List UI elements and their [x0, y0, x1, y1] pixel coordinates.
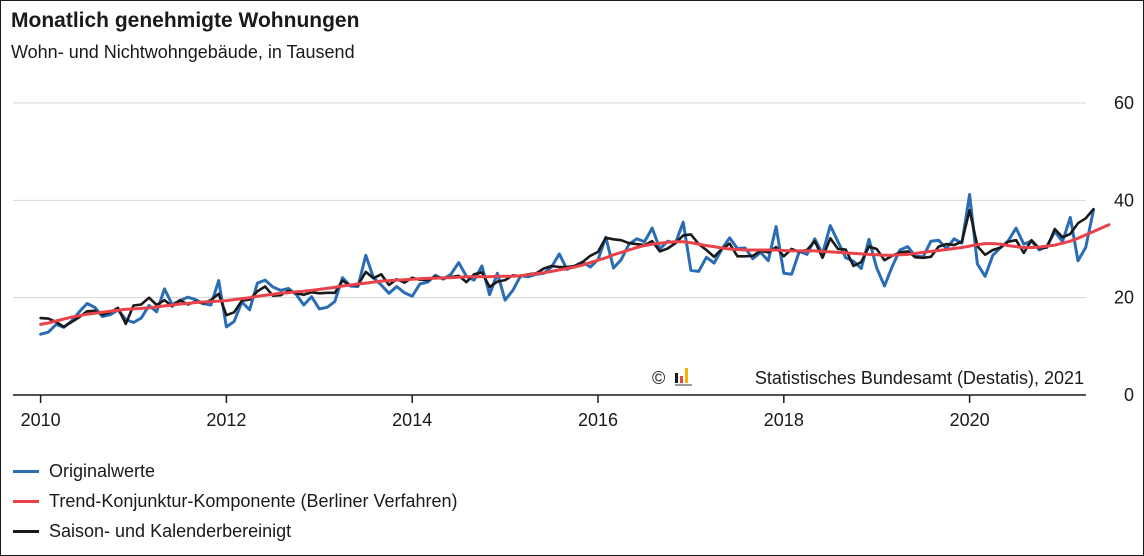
legend-item-adjusted: Saison- und Kalenderbereinigt — [13, 516, 458, 546]
legend: Originalwerte Trend-Konjunktur-Komponent… — [13, 456, 458, 546]
y-tick-label: 0 — [1124, 385, 1134, 405]
x-tick-label: 2010 — [21, 410, 61, 430]
chart-title: Monatlich genehmigte Wohnungen — [11, 9, 360, 32]
x-tick-labels: 2010 2012 2014 2016 2018 2020 — [21, 395, 990, 430]
x-tick-label: 2014 — [392, 410, 432, 430]
legend-label-original: Originalwerte — [49, 460, 156, 481]
legend-label-adjusted: Saison- und Kalenderbereinigt — [49, 520, 292, 541]
series-lines — [39, 193, 1111, 336]
y-tick-label: 20 — [1114, 288, 1134, 308]
legend-swatch-trend — [13, 499, 39, 503]
legend-item-original: Originalwerte — [13, 456, 458, 486]
copyright-text: Statistisches Bundesamt (Destatis), 2021 — [755, 368, 1084, 388]
copyright-symbol: © — [652, 368, 665, 388]
destatis-logo-icon — [675, 368, 692, 386]
series-line-original — [39, 193, 1095, 336]
x-tick-label: 2012 — [206, 410, 246, 430]
legend-swatch-adjusted — [13, 529, 39, 533]
y-tick-label: 40 — [1114, 190, 1134, 210]
legend-swatch-original — [13, 469, 39, 473]
x-tick-label: 2020 — [950, 410, 990, 430]
copyright-note: © Statistisches Bundesamt (Destatis), 20… — [652, 368, 1084, 388]
legend-label-trend: Trend-Konjunktur-Komponente (Berliner Ve… — [49, 490, 458, 511]
series-line-trend — [39, 223, 1111, 326]
x-tick-label: 2018 — [764, 410, 804, 430]
y-tick-labels: 0 20 40 60 — [1114, 93, 1134, 405]
x-tick-label: 2016 — [578, 410, 618, 430]
y-tick-label: 60 — [1114, 93, 1134, 113]
legend-item-trend: Trend-Konjunktur-Komponente (Berliner Ve… — [13, 486, 458, 516]
chart-subtitle: Wohn- und Nichtwohngebäude, in Tausend — [11, 42, 355, 62]
